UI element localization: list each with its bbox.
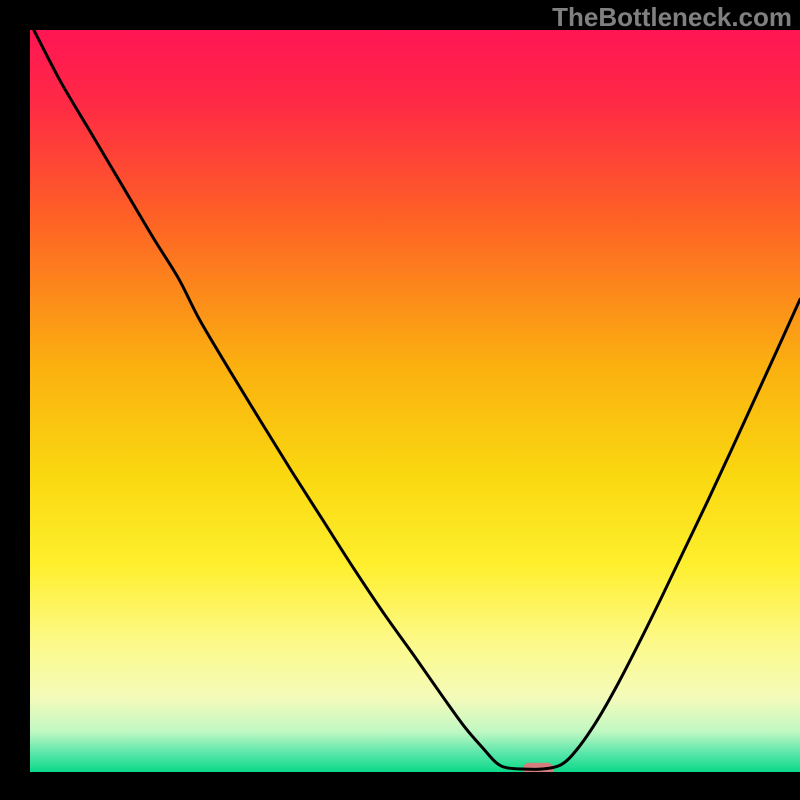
- gradient-background: [30, 30, 800, 772]
- plot-area: [30, 30, 800, 772]
- watermark-text: TheBottleneck.com: [552, 2, 792, 33]
- chart-frame: TheBottleneck.com: [0, 0, 800, 800]
